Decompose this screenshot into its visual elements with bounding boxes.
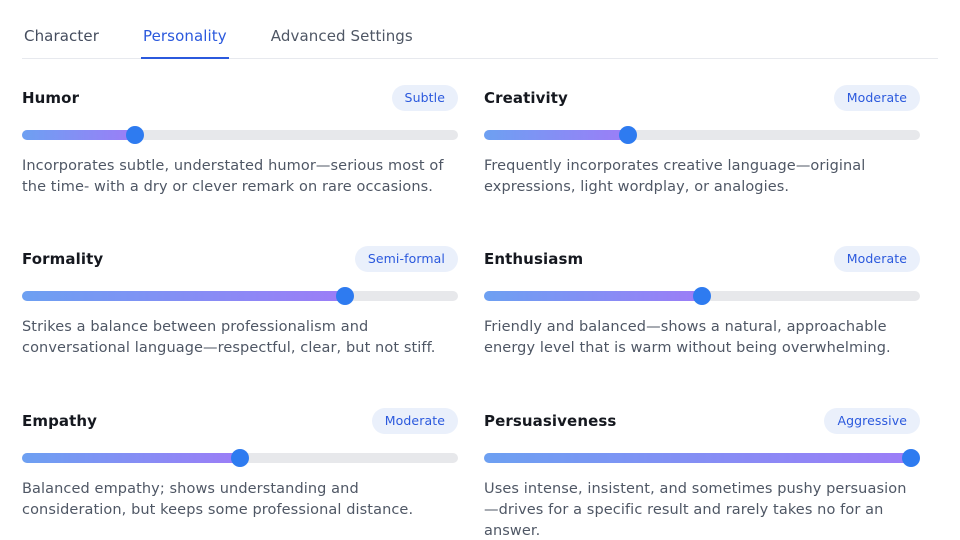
trait-card-formality: Formality Semi-formal Strikes a balance … [22,246,458,359]
trait-header: Creativity Moderate [484,85,920,111]
slider-fill [22,291,345,302]
trait-description: Friendly and balanced—shows a natural, a… [484,319,891,357]
trait-level-badge: Moderate [833,85,920,111]
slider-track[interactable] [22,130,458,140]
trait-slider[interactable] [484,126,920,144]
trait-level-badge: Aggressive [824,407,920,434]
trait-header: Empathy Moderate [22,407,458,434]
trait-slider[interactable] [484,287,920,306]
slider-fill [484,130,628,140]
trait-card-creativity: Creativity Moderate Frequently incorpora… [484,85,920,198]
slider-track[interactable] [484,130,920,140]
trait-card-empathy: Empathy Moderate Balanced empathy; shows… [22,407,458,540]
slider-thumb[interactable] [126,126,145,144]
trait-description: Frequently incorporates creative languag… [484,158,866,196]
tab-character[interactable]: Character [24,27,99,45]
trait-level-badge: Subtle [391,85,458,111]
trait-slider[interactable] [484,448,921,467]
trait-card-humor: Humor Subtle Incorporates subtle, unders… [22,85,458,198]
trait-title: Formality [22,250,104,269]
trait-slider[interactable] [22,287,458,306]
trait-description: Strikes a balance between professionalis… [22,319,436,357]
tab-advanced-settings[interactable]: Advanced Settings [270,27,413,45]
trait-level-badge: Moderate [833,246,920,273]
trait-header: Formality Semi-formal [22,246,458,273]
trait-slider[interactable] [22,126,458,144]
trait-level-badge: Moderate [371,407,458,434]
trait-slider[interactable] [22,448,458,467]
trait-title: Enthusiasm [484,250,584,269]
slider-thumb[interactable] [693,287,711,306]
slider-fill [22,452,240,463]
slider-thumb[interactable] [335,287,354,306]
personality-traits-panel: Humor Subtle Incorporates subtle, unders… [0,59,960,540]
tab-personality[interactable]: Personality [140,27,229,59]
slider-fill [22,130,136,140]
trait-level-badge: Semi-formal [354,246,458,273]
trait-header: Enthusiasm Moderate [484,246,920,273]
trait-title: Humor [22,89,80,107]
slider-thumb[interactable] [231,448,249,467]
trait-title: Empathy [22,411,98,430]
trait-card-enthusiasm: Enthusiasm Moderate Friendly and balance… [484,246,920,359]
trait-title: Creativity [484,89,568,107]
trait-title: Persuasiveness [484,411,617,430]
slider-fill [484,452,912,463]
trait-header: Humor Subtle [22,85,458,111]
trait-description: Balanced empathy; shows understanding an… [22,480,414,518]
trait-header: Persuasiveness Aggressive [484,407,920,434]
slider-fill [484,291,702,302]
tab-bar: Character Personality Advanced Settings [22,27,938,59]
trait-card-persuasiveness: Persuasiveness Aggressive Uses intense, … [484,407,921,540]
slider-thumb[interactable] [618,126,637,144]
trait-description: Uses intense, insistent, and sometimes p… [484,480,907,539]
slider-thumb[interactable] [902,448,921,467]
trait-description: Incorporates subtle, understated humor—s… [22,158,444,196]
